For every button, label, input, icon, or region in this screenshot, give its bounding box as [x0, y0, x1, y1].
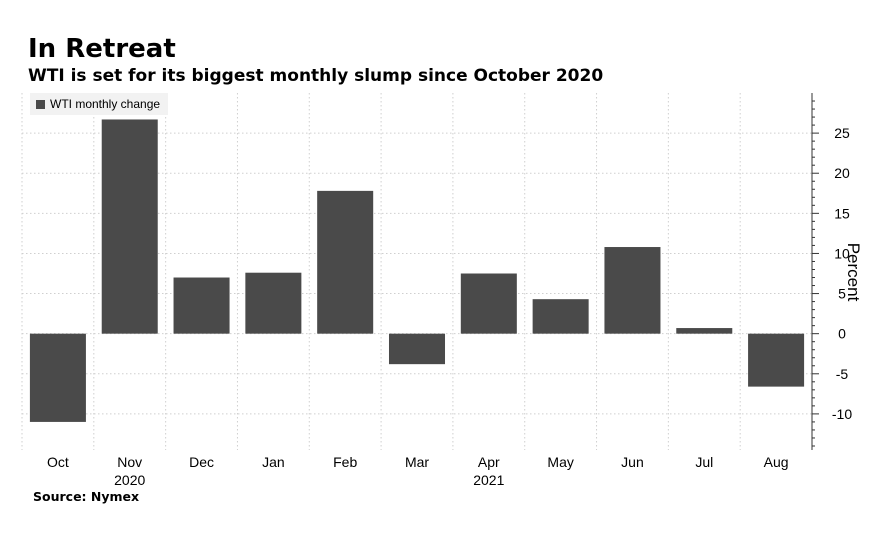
legend: WTI monthly change: [30, 93, 169, 115]
x-tick-label: Apr: [478, 454, 500, 470]
y-tick-label: 5: [838, 286, 846, 302]
bar-may: [532, 299, 589, 334]
x-tick-label: May: [547, 454, 573, 470]
legend-swatch: [36, 99, 45, 109]
y-axis-label: Percent: [844, 243, 863, 302]
legend-label: WTI monthly change: [50, 97, 161, 111]
bar-aug: [748, 333, 805, 387]
source-note: Source: Nymex: [33, 489, 140, 504]
x-tick-label: Jul: [695, 454, 713, 470]
x-tick-label: Dec: [189, 454, 214, 470]
chart-title: In Retreat: [28, 34, 176, 64]
x-tick-label: Jan: [262, 454, 285, 470]
y-axis: -10 -5 0 5 10 15 20 25: [811, 93, 852, 450]
bar-jan: [245, 272, 302, 334]
y-tick-label: -5: [836, 366, 849, 382]
bar-nov: [101, 119, 158, 334]
x-axis-labels: Oct Nov Dec Jan Feb Mar Apr May Jun Jul Aug 2020 202…: [47, 454, 789, 488]
y-tick-label: 0: [838, 326, 846, 342]
y-tick-label: 15: [834, 205, 850, 221]
x-year-label: 2020: [114, 472, 145, 488]
y-tick-label: 10: [834, 245, 850, 261]
y-tick-label: 25: [834, 125, 850, 141]
bar-dec: [173, 277, 230, 334]
bar-oct: [29, 333, 86, 422]
x-year-label: 2021: [473, 472, 504, 488]
x-tick-label: Nov: [117, 454, 142, 470]
bar-jul: [676, 328, 733, 334]
x-tick-label: Aug: [764, 454, 789, 470]
bar-feb: [317, 190, 374, 334]
bar-mar: [388, 333, 446, 365]
x-tick-label: Mar: [405, 454, 429, 470]
bar-apr: [460, 273, 517, 334]
x-tick-label: Feb: [333, 454, 357, 470]
y-tick-label: -10: [832, 406, 852, 422]
y-tick-label: 20: [834, 165, 850, 181]
x-tick-label: Jun: [621, 454, 644, 470]
bar-jun: [604, 247, 661, 334]
x-tick-label: Oct: [47, 454, 69, 470]
bars: [29, 119, 805, 422]
chart-subtitle: WTI is set for its biggest monthly slump…: [28, 66, 604, 86]
